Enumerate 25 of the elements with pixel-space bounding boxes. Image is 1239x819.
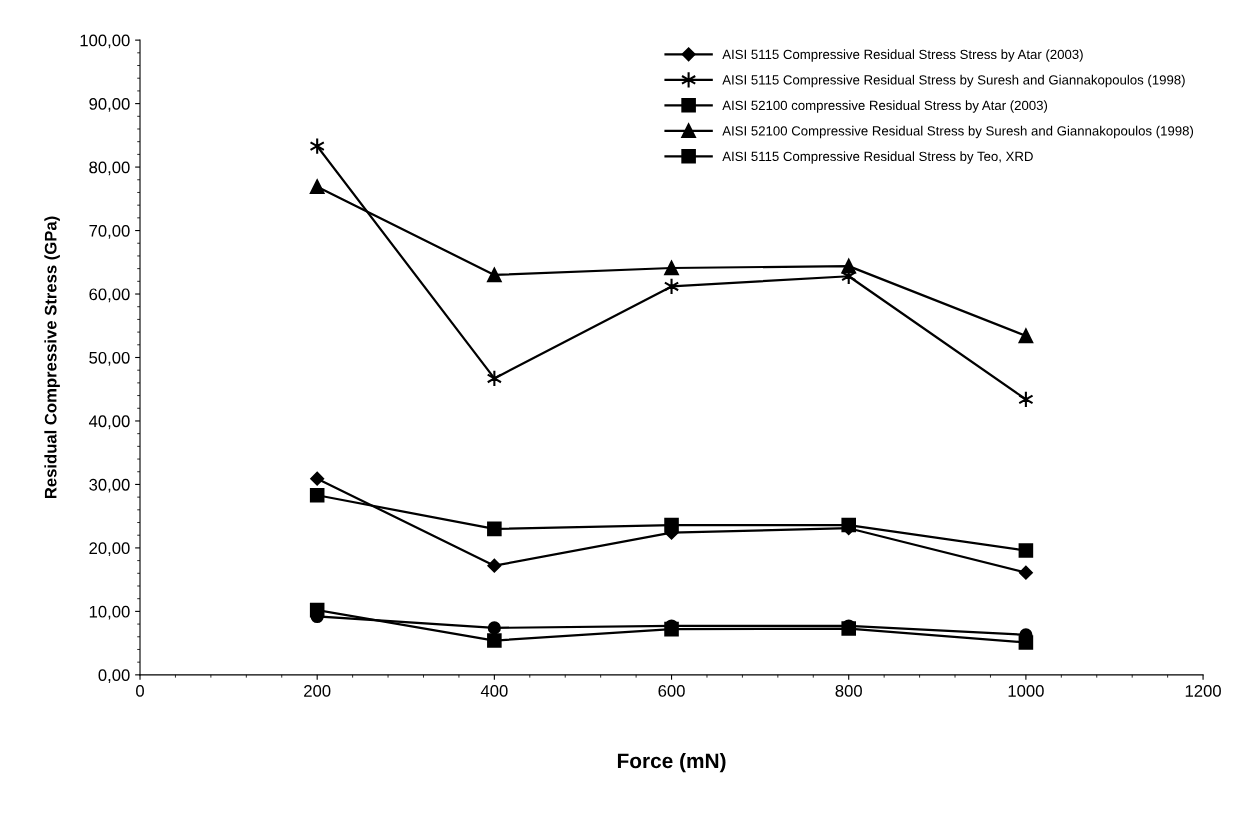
legend-label: AISI 52100 compressive Residual Stress by Atar (2003) <box>722 100 1048 113</box>
legend-label: AISI 52100 Compressive Residual Stress by Suresh and Giannakopoulos (1998) <box>722 125 1194 139</box>
legend-label: AISI 5115 Compressive Residual Stress Stress by Atar (2003) <box>722 49 1083 62</box>
y-tick-label: 20,00 <box>89 542 130 557</box>
y-tick-label: 90,00 <box>89 98 130 112</box>
legend-label: AISI 5115 Compressive Residual Stress by Teo, XRD <box>722 151 1033 164</box>
y-tick-label: 100,00 <box>80 34 130 49</box>
x-tick-label: 600 <box>658 685 685 697</box>
y-tick-label: 40,00 <box>88 415 130 430</box>
x-tick-label: 1200 <box>1185 685 1221 697</box>
y-tick-label: 80,00 <box>89 161 130 176</box>
y-tick-label: 70,00 <box>89 224 130 239</box>
x-axis-title: Force (mN) <box>617 752 726 773</box>
y-tick-label: 60,00 <box>89 288 130 303</box>
y-tick-label: 10,00 <box>89 605 130 620</box>
x-tick-label: 200 <box>304 685 331 697</box>
y-tick-label: 30,00 <box>89 478 130 493</box>
x-tick-label: 1000 <box>1008 685 1044 697</box>
x-tick-label: 800 <box>835 685 862 697</box>
x-tick-label: 400 <box>480 685 508 697</box>
y-tick-label: 0,00 <box>98 669 130 684</box>
x-tick-label: 0 <box>136 685 144 697</box>
y-tick-label: 50,00 <box>89 351 130 366</box>
legend-label: AISI 5115 Compressive Residual Stress by Suresh and Giannakopoulos (1998) <box>722 74 1185 88</box>
y-axis-title: Residual Compressive Stress (GPa) <box>44 216 60 499</box>
